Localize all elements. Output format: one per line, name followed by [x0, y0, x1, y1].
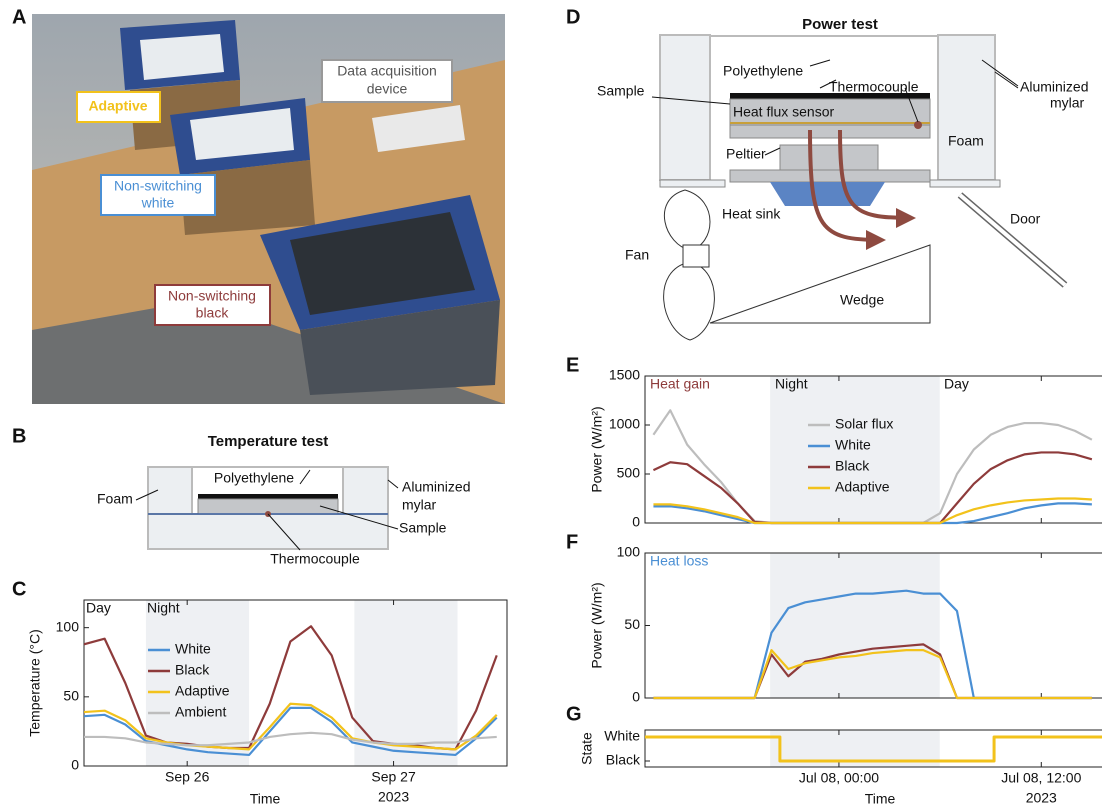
diagram-title: Power test [802, 16, 878, 33]
legend-label: White [835, 437, 871, 453]
y-axis-label: State [579, 732, 595, 765]
shaded-region [770, 553, 940, 698]
panel-labels: A B C D E F G [12, 6, 582, 725]
annotation: Heat gain [650, 376, 710, 392]
y-tick-label: Black [606, 752, 641, 768]
diagram-label: Door [1010, 211, 1041, 227]
legend-label: Adaptive [175, 683, 230, 699]
diagram-label: Aluminized [402, 479, 470, 495]
diagram-label: mylar [402, 497, 437, 513]
x-tick-label: Sep 26 [165, 769, 210, 785]
diagram-label: Heat sink [722, 206, 781, 222]
chart: 0 50 100 Sep 26 Sep 27 2023 Temperature (°C) Ti… [27, 599, 508, 807]
panel-label: F [566, 531, 578, 553]
diagram-label: Thermocouple [270, 551, 360, 567]
y-tick-label: 500 [617, 465, 641, 481]
annotation: Day [86, 600, 111, 616]
series-line [645, 735, 1102, 763]
panel-label: D [566, 6, 580, 28]
diagram-label: Wedge [840, 292, 884, 308]
temperature-test-diagram: Temperature test Polyethylene Foam Alumi… [97, 433, 470, 567]
chart: 0 50 100 Power (W/m²) Heat loss [589, 544, 1102, 705]
annotation: Night [775, 376, 808, 392]
photo: Adaptive Data acquisition device Non-swi… [32, 14, 505, 404]
diagram-label: Sample [597, 83, 645, 99]
chart: White Black Jul 08, 00:00 Jul 08, 12:00 2023… [579, 728, 1102, 807]
chart: 0 500 1000 1500 Power (W/m²) Heat gain Night Da… [589, 367, 1102, 530]
legend-label: White [175, 641, 211, 657]
photo-label: Non-switching [114, 178, 202, 194]
y-axis-label: Power (W/m²) [589, 582, 605, 668]
diagram-label: Foam [97, 491, 133, 507]
diagram-label: Polyethylene [723, 63, 803, 79]
diagram-label: Fan [625, 247, 649, 263]
plot-frame [83, 599, 508, 767]
y-tick-label: 50 [624, 616, 640, 632]
y-tick-label: 0 [632, 514, 640, 530]
y-tick-label: 1500 [609, 367, 640, 383]
series-line [653, 649, 1092, 700]
series-line [84, 702, 498, 751]
x-tick-label: Jul 08, 00:00 [799, 770, 879, 786]
x-sublabel: 2023 [378, 789, 409, 805]
photo-label: Data acquisition [337, 63, 437, 79]
y-tick-label: 50 [63, 688, 79, 704]
diagram-label: Heat flux sensor [733, 104, 834, 120]
y-tick-label: 1000 [609, 416, 640, 432]
y-tick-label: 0 [71, 757, 79, 773]
power-test-diagram: Power test Polyethylene Thermocouple Alu… [597, 16, 1088, 341]
photo-label: black [196, 305, 230, 321]
diagram-label: Polyethylene [214, 470, 294, 486]
panel-label: B [12, 425, 26, 447]
panel-label: C [12, 578, 26, 600]
legend-label: Black [175, 662, 210, 678]
x-tick-label: Jul 08, 12:00 [1001, 770, 1081, 786]
legend-label: Ambient [175, 704, 226, 720]
y-axis-label: Temperature (°C) [27, 629, 43, 737]
legend-label: Black [835, 458, 870, 474]
x-axis-label: Time [250, 791, 281, 807]
charts: 0 50 100 Sep 26 Sep 27 2023 Temperature (°C) Ti… [27, 367, 1102, 807]
diagram-label: Peltier [726, 146, 766, 162]
diagram-label: Aluminized [1020, 79, 1088, 95]
photo-label: white [141, 195, 175, 211]
y-tick-label: White [604, 728, 640, 744]
photo-label: Adaptive [88, 98, 147, 114]
diagram-label: Foam [948, 133, 984, 149]
x-sublabel: 2023 [1026, 790, 1057, 806]
series-line [653, 497, 1092, 525]
annotation: Night [147, 600, 180, 616]
diagram-label: Thermocouple [829, 79, 919, 95]
photo-label: device [367, 81, 408, 97]
annotation: Day [944, 376, 969, 392]
y-tick-label: 0 [632, 689, 640, 705]
photo-label: Non-switching [168, 288, 256, 304]
diagram-label: Sample [399, 520, 447, 536]
series-line [84, 731, 497, 747]
y-tick-label: 100 [617, 544, 641, 560]
diagram-label: mylar [1050, 95, 1085, 111]
y-tick-label: 100 [56, 618, 80, 634]
legend-label: Adaptive [835, 479, 890, 495]
panel-label: A [12, 6, 26, 28]
shaded-region [145, 600, 250, 766]
y-axis-label: Power (W/m²) [589, 406, 605, 492]
annotation: Heat loss [650, 553, 708, 569]
plot-frame [644, 729, 1102, 768]
legend-label: Solar flux [835, 416, 893, 432]
panel-label: E [566, 354, 579, 376]
diagram-title: Temperature test [208, 433, 329, 450]
x-axis-label: Time [865, 791, 896, 807]
x-tick-label: Sep 27 [371, 769, 416, 785]
shaded-region [770, 376, 940, 523]
panel-label: G [566, 703, 582, 725]
